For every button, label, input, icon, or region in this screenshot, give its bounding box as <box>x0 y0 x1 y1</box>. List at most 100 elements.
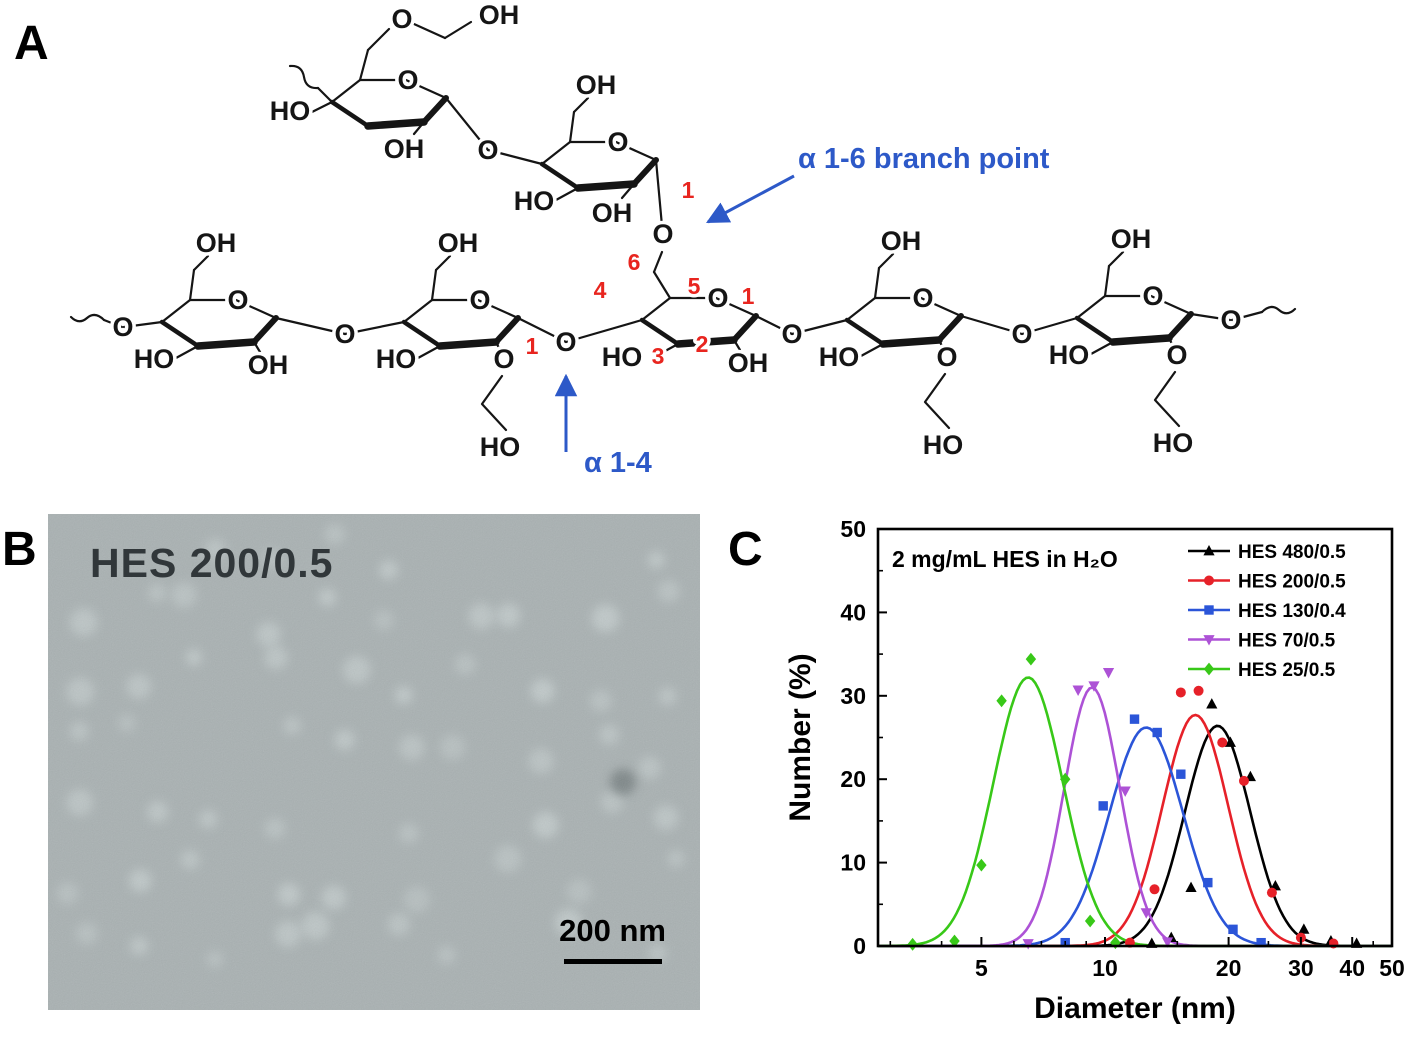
y-axis-label: Number (%) <box>784 653 817 821</box>
carbon-number: 3 <box>652 343 665 369</box>
data-point-marker <box>1224 736 1236 747</box>
hydroxyl-label: OH <box>728 348 769 378</box>
y-tick-label: 40 <box>840 599 866 625</box>
ring-oxygen: O <box>912 283 933 313</box>
terminal-oxygen: O <box>112 312 133 342</box>
hydroxyl-label: OH <box>384 134 425 164</box>
series-curve <box>878 713 1392 948</box>
y-tick-label: 20 <box>840 766 866 792</box>
x-tick-label: 5 <box>975 955 988 981</box>
ring-oxygen: O <box>1142 281 1163 311</box>
carbon-number: 1 <box>526 333 539 359</box>
legend-marker <box>1204 575 1214 586</box>
data-point-marker <box>1266 887 1277 898</box>
carbon-number: 1 <box>682 177 695 203</box>
ether-oxygen: O <box>493 344 514 374</box>
panel-c-label: C <box>728 523 763 576</box>
legend-label: HES 25/0.5 <box>1238 660 1336 681</box>
branch-point-annotation: α 1-6 branch point <box>798 143 1050 175</box>
y-tick-label: 50 <box>840 516 866 542</box>
data-point-marker <box>1176 769 1186 779</box>
data-point-marker <box>1072 685 1084 696</box>
data-point-marker <box>1193 685 1204 696</box>
hydroxyl-label: OH <box>1111 224 1152 254</box>
data-point-marker <box>1217 737 1228 748</box>
data-point-marker <box>976 858 987 872</box>
hydroxyl-label: HO <box>480 432 521 462</box>
glycosidic-oxygen: O <box>781 319 802 349</box>
data-point-marker <box>1149 884 1160 895</box>
plot-area <box>878 652 1392 951</box>
hydroxyl-label: OH <box>438 228 479 258</box>
y-tick-label: 10 <box>840 850 866 876</box>
hydroxyl-label: HO <box>134 344 175 374</box>
legend-label: HES 480/0.5 <box>1238 542 1346 563</box>
x-axis-label: Diameter (nm) <box>1034 992 1236 1025</box>
data-point-marker <box>907 937 918 951</box>
legend-label: HES 130/0.4 <box>1238 601 1346 622</box>
carbon-number: 1 <box>742 283 755 309</box>
ether-oxygen: O <box>391 4 412 34</box>
data-point-marker <box>1175 687 1186 698</box>
hydroxyl-label: OH <box>576 70 617 100</box>
carbon-number: 4 <box>594 277 607 303</box>
x-tick-label: 20 <box>1216 955 1242 981</box>
data-point-marker <box>1129 714 1140 724</box>
x-tick-label: 30 <box>1288 955 1314 981</box>
tem-sample-label: HES 200/0.5 <box>90 540 334 586</box>
series-curve <box>878 724 1392 948</box>
tem-scale-bar: 200 nm <box>559 913 666 964</box>
glycosidic-oxygen: O <box>1011 319 1032 349</box>
glycosidic-oxygen: O <box>555 327 576 357</box>
tem-image-texture <box>48 514 700 1010</box>
data-point-marker <box>1161 937 1174 948</box>
branch-oxygen: O <box>652 219 673 249</box>
panel-b-label: B <box>2 523 37 576</box>
legend-marker <box>1204 605 1214 615</box>
data-point-marker <box>1298 923 1310 934</box>
hydroxyl-label: OH <box>881 226 922 256</box>
ether-oxygen: O <box>936 342 957 372</box>
carbon-number: 5 <box>688 273 701 299</box>
hydroxyl-label: HO <box>376 344 417 374</box>
legend-label: HES 200/0.5 <box>1238 572 1346 593</box>
series-curve <box>878 686 1392 948</box>
hydroxyl-label: HO <box>270 96 311 126</box>
hydroxyl-label: HO <box>1049 340 1090 370</box>
data-point-marker <box>1102 668 1115 679</box>
branch-point-arrow <box>706 174 795 224</box>
chart-annotation: 2 mg/mL HES in H₂O <box>892 546 1118 572</box>
x-tick-label: 50 <box>1379 955 1405 981</box>
legend-marker <box>1203 545 1215 556</box>
data-point-marker <box>1140 908 1152 919</box>
terminal-oxygen: O <box>1220 305 1241 335</box>
ring-oxygen: O <box>227 285 248 315</box>
hydroxyl-label: OH <box>196 228 237 258</box>
data-point-marker <box>1185 881 1197 893</box>
x-tick-label: 40 <box>1339 955 1365 981</box>
alpha-1-4-annotation: α 1-4 <box>584 447 652 479</box>
hydroxyl-label: HO <box>1153 428 1194 458</box>
data-point-marker <box>1256 937 1266 948</box>
data-point-marker <box>1203 877 1213 888</box>
data-point-marker <box>1119 786 1131 797</box>
bond-layer <box>69 20 1297 432</box>
hydroxyl-label: HO <box>514 186 555 216</box>
hydroxyl-label: OH <box>248 350 289 380</box>
data-point-marker <box>1022 939 1034 950</box>
image-noise <box>48 514 700 1010</box>
glycosidic-oxygen: O <box>477 135 498 165</box>
carbon-number: 2 <box>696 331 709 357</box>
legend-marker <box>1203 635 1215 646</box>
legend-label: HES 70/0.5 <box>1238 631 1336 652</box>
scale-bar-line <box>563 959 662 964</box>
data-point-marker <box>1152 727 1162 738</box>
panel-a-label: A <box>14 17 49 70</box>
ether-oxygen: O <box>1166 340 1187 370</box>
data-point-marker <box>1025 652 1037 666</box>
data-point-marker <box>1238 775 1249 786</box>
data-point-marker <box>1088 681 1100 692</box>
